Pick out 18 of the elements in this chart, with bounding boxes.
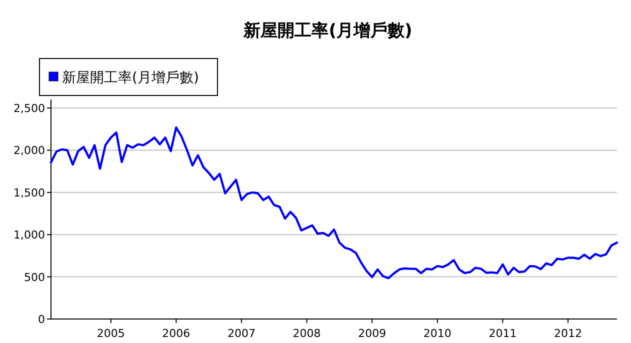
legend: 新屋開工率(月增戶數) xyxy=(39,58,218,96)
y-tick-label: 500 xyxy=(24,270,45,284)
y-tick-label: 0 xyxy=(38,313,45,326)
x-tick-label: 2010 xyxy=(423,327,452,340)
x-tick-label: 2005 xyxy=(96,327,125,340)
legend-label: 新屋開工率(月增戶數) xyxy=(62,70,199,86)
y-tick-label: 1,500 xyxy=(14,186,45,200)
y-tick-label: 1,000 xyxy=(14,228,45,242)
chart-title: 新屋開工率(月增戶數) xyxy=(242,21,412,41)
x-tick-label: 2007 xyxy=(227,327,256,340)
x-tick-label: 2009 xyxy=(358,327,386,340)
x-tick-label: 2011 xyxy=(488,327,517,340)
line-series xyxy=(50,126,618,280)
x-tick-label: 2008 xyxy=(292,327,321,340)
y-tick-label: 2,500 xyxy=(14,102,45,116)
x-tick-label: 2006 xyxy=(162,327,190,340)
x-tick-label: 2012 xyxy=(554,327,582,340)
y-tick-label: 2,000 xyxy=(14,144,45,158)
